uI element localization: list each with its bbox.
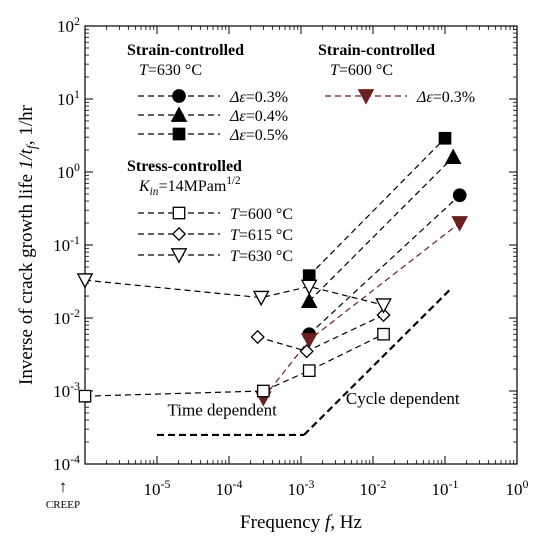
legend-label: T=600 °C — [230, 206, 293, 223]
legend-marker — [170, 106, 188, 122]
axis-labels: 10-5 10-4 10-3 10-2 10-1 100 10-4 10-3 1… — [16, 14, 529, 533]
cycle-dependent-label: Cycle dependent — [346, 389, 460, 408]
series-line-s630_05 — [308, 137, 446, 277]
data-point-k600 — [257, 384, 270, 398]
legend-entry-s630_05: Δε=0.5% — [138, 127, 288, 144]
data-point-s600_03 — [451, 216, 468, 232]
creep-arrow-icon: ↑ — [59, 477, 68, 496]
x-tick-label: 10-2 — [360, 477, 387, 499]
legend-marker — [172, 127, 186, 141]
series-k630 — [76, 273, 392, 314]
data-point-k600 — [78, 389, 92, 403]
y-tick-label: 100 — [57, 160, 80, 182]
legend-marker — [170, 248, 188, 264]
legend-strain-600-subtitle: T=600 °C — [330, 62, 393, 79]
legend-entry-k630: T=630 °C — [138, 248, 293, 265]
legend-entry-k600: T=600 °C — [138, 206, 293, 223]
legend-label: T=615 °C — [230, 227, 293, 244]
series-s630_05 — [302, 131, 452, 283]
legend-label: T=630 °C — [230, 248, 293, 265]
data-point-k600 — [302, 364, 316, 378]
data-point-s630_04 — [300, 292, 318, 309]
legend-stress-subtitle: Kin =14MPam1/2 — [138, 175, 241, 198]
x-tick-label: 10-3 — [288, 477, 315, 499]
legend-entry-s630_03: Δε=0.3% — [138, 89, 288, 106]
x-tick-label: 10-5 — [144, 477, 171, 499]
y-tick-label: 10-2 — [53, 306, 80, 328]
x-tick-label: 100 — [506, 477, 529, 499]
x-axis-label: Frequency f, Hz — [240, 512, 362, 533]
legend-marker — [171, 226, 187, 242]
data-point-s600_03 — [300, 333, 318, 349]
series-line-s630_04 — [308, 156, 454, 302]
y-tick-label: 102 — [57, 14, 80, 36]
data-series — [76, 131, 468, 407]
legend-marker — [357, 89, 375, 105]
legend-marker — [172, 89, 186, 103]
y-tick-label: 10-4 — [53, 452, 80, 474]
legend-entry-k615: T=615 °C — [138, 226, 293, 244]
series-s630_04 — [300, 148, 462, 309]
series-line-k600 — [84, 333, 384, 397]
data-point-k630 — [76, 273, 94, 289]
series-k600 — [78, 327, 390, 403]
legend-label: Δε=0.4% — [229, 108, 288, 125]
legend-entry-s630_04: Δε=0.4% — [138, 106, 288, 125]
legend-strain-630-title: Strain-controlled — [127, 42, 244, 59]
series-line-k615 — [257, 314, 384, 352]
legend-strain-630-subtitle: T=630 °C — [139, 62, 202, 79]
y-tick-label: 101 — [57, 87, 80, 109]
time-dependent-label: Time dependent — [168, 401, 278, 420]
y-tick-label: 10-1 — [53, 233, 80, 255]
data-point-s630_04 — [444, 148, 462, 164]
series-line-k630 — [84, 279, 384, 306]
data-point-k615 — [299, 344, 314, 359]
x-tick-label: 10-1 — [432, 477, 459, 499]
y-axis-label-group: Inverse of crack growth life 1/tf , 1/hr — [16, 104, 39, 385]
legend-label: Δε=0.3% — [416, 89, 475, 106]
data-point-k615 — [376, 307, 391, 323]
data-point-k630 — [252, 290, 270, 307]
legend-stress-title: Stress-controlled — [127, 158, 242, 175]
legend-marker — [172, 206, 186, 220]
cycle-dependent-line — [303, 288, 452, 436]
legend-label: Δε=0.5% — [229, 127, 288, 144]
y-axis-label: Inverse of crack growth life 1/tf , 1/hr — [16, 104, 39, 385]
legend: Strain-controlled T=630 °C Strain-controll… — [127, 42, 475, 265]
data-point-s630_05 — [438, 131, 452, 145]
data-point-s630_03 — [452, 188, 467, 203]
data-point-k630 — [300, 279, 318, 296]
plot-frame — [84, 25, 518, 465]
data-point-k630 — [375, 298, 392, 314]
legend-strain-600-title: Strain-controlled — [318, 42, 435, 59]
y-tick-label: 10-3 — [53, 379, 80, 401]
regime-annotations: Time dependent Cycle dependent — [157, 288, 460, 437]
x-tick-label: 10-4 — [216, 477, 243, 499]
legend-entry-s600_03: Δε=0.3% — [325, 89, 475, 106]
data-point-k615 — [250, 329, 265, 345]
creep-label: CREEP — [46, 499, 80, 511]
series-line-s630_03 — [308, 194, 461, 335]
legend-label: Δε=0.3% — [229, 89, 288, 106]
series-k615 — [250, 307, 391, 359]
data-point-k600 — [377, 327, 390, 341]
